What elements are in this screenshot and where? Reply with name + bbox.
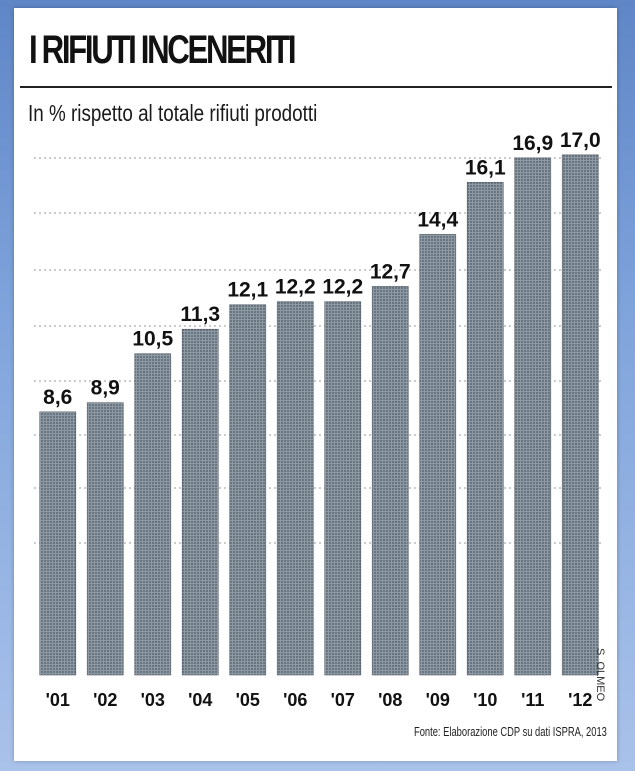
bar xyxy=(561,154,599,676)
x-tick-label: '12 xyxy=(568,690,592,710)
bar-value-label: 12,2 xyxy=(275,276,316,299)
chart-title: I RIFIUTI INCENERITI xyxy=(29,28,297,72)
x-tick-label: '11 xyxy=(521,690,544,710)
bar xyxy=(86,402,124,676)
bar-value-label: 12,1 xyxy=(227,279,268,302)
bar-value-label: 16,9 xyxy=(512,132,553,155)
x-tick-label: '09 xyxy=(426,690,450,710)
bar xyxy=(39,411,77,676)
bar xyxy=(514,157,552,676)
source-note: Fonte: Elaborazione CDP su dati ISPRA, 2… xyxy=(414,724,607,739)
chart-subtitle: In % rispetto al totale rifiuti prodotti xyxy=(28,100,318,126)
value-labels-group: 8,6 8,9 10,5 11,3 12,1 12,2 12,2 12,7 14,4 16,1 16… xyxy=(43,129,601,409)
bar-value-label: 14,4 xyxy=(417,208,458,231)
x-tick-label: '05 xyxy=(236,690,260,710)
bar xyxy=(371,286,409,676)
x-tick-label: '03 xyxy=(141,690,165,710)
bar xyxy=(181,328,219,676)
bar-value-label: 12,7 xyxy=(370,260,411,283)
x-tick-label: '02 xyxy=(93,690,117,710)
x-tick-label: '08 xyxy=(378,690,402,710)
bar-value-label: 11,3 xyxy=(180,303,220,326)
bar-value-label: 17,0 xyxy=(560,129,601,152)
x-tick-label: '01 xyxy=(46,690,70,710)
bar xyxy=(324,301,362,676)
bar-value-label: 12,2 xyxy=(322,276,363,299)
x-tick-label: '06 xyxy=(283,690,307,710)
bar xyxy=(229,304,267,676)
x-tick-labels-group: '01 '02 '03 '04 '05 '06 '07 '08 '09 '10 '11 '12 xyxy=(46,690,593,710)
gridlines xyxy=(34,157,604,544)
bars-group xyxy=(39,154,599,676)
bar-value-label: 10,5 xyxy=(132,328,173,351)
x-tick-label: '07 xyxy=(331,690,355,710)
bar xyxy=(419,234,457,676)
bar-value-label: 16,1 xyxy=(465,156,506,179)
x-tick-label: '10 xyxy=(473,690,497,710)
bar-value-label: 8,9 xyxy=(91,377,120,400)
author-credit: S. OLMEO xyxy=(594,648,606,702)
bar-value-label: 8,6 xyxy=(43,386,72,409)
title-divider xyxy=(20,86,612,88)
bar xyxy=(134,353,172,676)
bar-chart: 8,6 8,9 10,5 11,3 12,1 12,2 12,2 12,7 14,4 16,1 16… xyxy=(34,129,604,710)
chart-card: I RIFIUTI INCENERITI In % rispetto al to… xyxy=(14,8,617,761)
bar xyxy=(276,301,314,676)
x-tick-label: '04 xyxy=(188,690,212,710)
bar xyxy=(466,182,504,676)
